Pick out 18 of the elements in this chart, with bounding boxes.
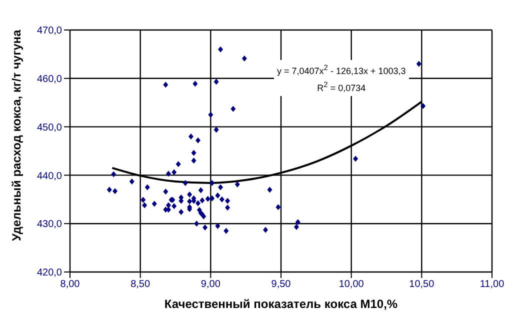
x-tick-label: 11,00 bbox=[480, 279, 505, 290]
annotation: R$^{2}$ = 0,0734 bbox=[316, 79, 367, 95]
x-tick-label: 9,00 bbox=[200, 279, 221, 290]
annotation: y = 7,0407x$^{2}$ - 126,13x + 1003,3 bbox=[277, 62, 406, 78]
x-tick-label: 9,50 bbox=[271, 279, 292, 290]
x-tick-label: 10,50 bbox=[409, 279, 435, 290]
y-axis-title: Удельный расход кокса, кг/т чугуна bbox=[9, 29, 24, 241]
x-axis-title: Качественный показатель кокса М10,% bbox=[164, 297, 398, 311]
y-tick-label: 440,0 bbox=[36, 170, 62, 182]
y-tick-label: 450,0 bbox=[36, 122, 62, 134]
y-tick-label: 430,0 bbox=[36, 219, 62, 230]
x-tick-label: 10,00 bbox=[338, 279, 364, 290]
y-tick-label: 420,0 bbox=[36, 268, 62, 279]
x-tick-label: 8,00 bbox=[60, 279, 80, 290]
y-tick-label: 470,0 bbox=[36, 26, 62, 37]
x-tick-label: 8,50 bbox=[130, 279, 150, 290]
y-tick-label: 460,0 bbox=[36, 74, 62, 85]
equation-note: y = 7,0407x$^{2}$ - 126,13x + 1003,3 R$^{2}$ = 0,0734 bbox=[274, 60, 409, 96]
